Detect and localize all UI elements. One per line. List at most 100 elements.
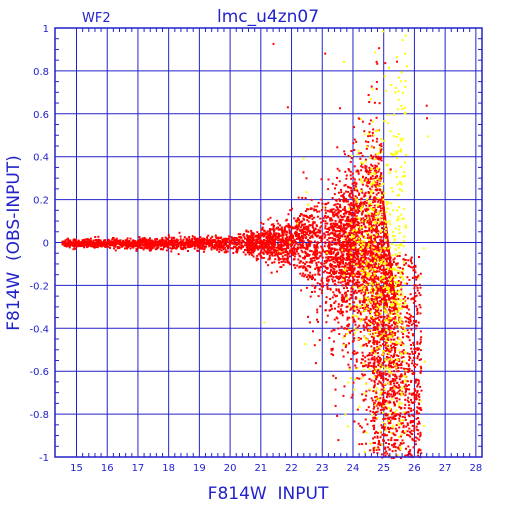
red-point [342,270,345,273]
red-point [290,248,293,251]
red-point [310,215,313,218]
red-point [337,281,340,284]
red-point [318,236,321,239]
red-point [364,166,367,169]
red-point [381,426,384,429]
red-point [377,155,380,158]
red-point [339,203,341,206]
red-point [207,242,210,245]
red-point [367,341,370,344]
red-point [270,242,273,245]
red-point [363,195,366,198]
red-point [349,331,352,334]
red-point [383,293,386,296]
red-point [349,272,352,275]
red-point [84,240,87,243]
red-point [335,289,338,292]
red-point [345,244,348,247]
red-point [272,247,275,250]
red-point [337,321,340,324]
red-point [343,215,346,218]
red-point [332,208,335,211]
red-point [283,247,286,250]
red-point [376,340,379,343]
red-point [321,234,324,237]
red-point [365,210,367,212]
red-point [239,233,242,236]
red-point [367,173,370,176]
red-point [266,230,269,233]
red-point [369,410,372,413]
red-point [289,233,292,236]
red-point [335,230,338,233]
red-point [325,256,328,259]
red-point [365,184,368,187]
red-point [83,246,85,249]
red-point [246,235,249,238]
red-point [92,245,95,248]
red-point [359,313,362,316]
red-point [384,300,387,303]
red-point [310,275,313,278]
red-point [380,323,383,326]
red-point [354,246,357,249]
red-point [327,278,330,281]
red-point [152,242,155,244]
red-point [363,179,366,182]
red-point [331,231,334,234]
red-point [179,235,182,238]
red-point [365,204,368,207]
red-point [199,236,202,239]
red-point [375,193,378,196]
red-point [352,202,355,205]
red-point [330,274,333,276]
red-point [253,239,256,242]
red-point [334,272,337,275]
red-point [199,242,202,245]
red-point [140,239,143,242]
red-point [222,248,225,251]
red-point [232,242,234,245]
red-point [335,206,338,208]
red-point [385,260,388,263]
red-point [389,266,392,269]
red-point [299,246,302,249]
red-point [349,229,352,232]
red-point [218,250,221,253]
red-point [138,243,141,245]
red-point [314,278,316,281]
red-point [137,246,140,249]
red-point [214,243,216,246]
red-point [383,233,386,236]
red-point [213,247,216,250]
red-point [301,228,304,231]
red-point [357,271,360,274]
red-point [383,235,385,238]
red-point [176,242,179,245]
red-point [344,170,347,173]
red-point [360,361,363,364]
red-point [356,283,359,286]
red-point [354,203,357,206]
red-point [377,235,379,238]
red-point [307,208,310,211]
red-point [339,206,342,209]
red-point [383,408,386,411]
red-point [359,311,362,314]
red-point [324,222,327,225]
red-point [343,184,346,187]
red-point [261,228,264,231]
red-point [336,229,339,232]
red-point [149,243,152,246]
red-point [276,254,279,257]
red-point [376,157,379,160]
red-point [364,252,367,255]
red-point [286,241,289,244]
red-point [388,333,391,335]
red-point [296,219,298,222]
red-point [207,240,210,242]
red-point [364,200,367,203]
red-point [280,241,283,244]
red-point [363,318,366,321]
red-point [352,381,355,384]
